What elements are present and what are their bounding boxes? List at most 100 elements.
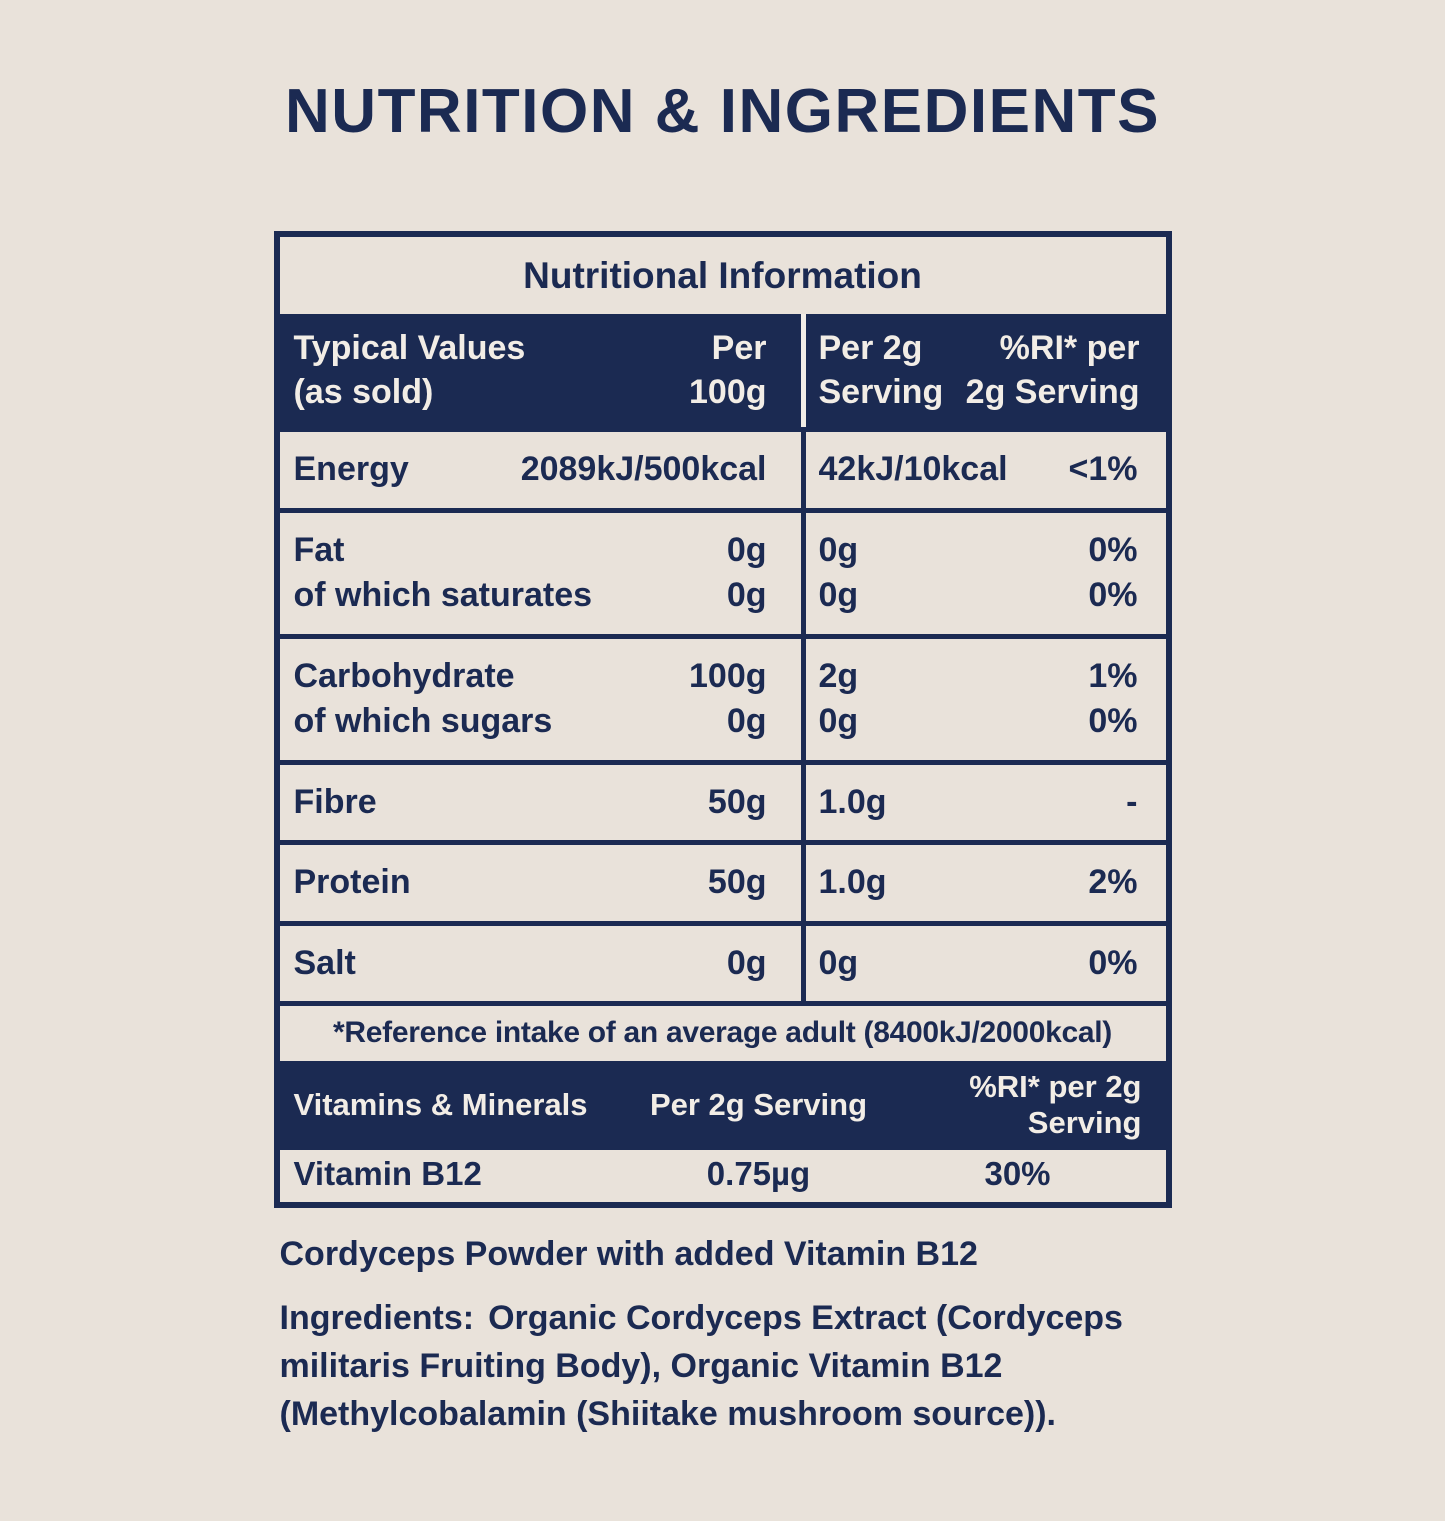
value-per-100g: 50g	[708, 860, 767, 906]
vitamins-header-title: Vitamins & Minerals	[293, 1087, 588, 1123]
table-row-fibre: Fibre 50g 1.0g -	[279, 759, 1166, 841]
table-title: Nutritional Information	[523, 255, 922, 296]
table-row-energy: Energy 2089kJ/500kcal 42kJ/10kcal <1%	[279, 427, 1166, 508]
value-per-100g-line: 0g	[726, 943, 767, 982]
header-left-cell: Typical Values (as sold) Per 100g	[280, 314, 801, 427]
value-per-100g-line: 50g	[707, 863, 767, 902]
row-right-cell: 2g 0g 1% 0%	[800, 638, 1166, 760]
row-left-cell: Energy 2089kJ/500kcal	[280, 432, 801, 508]
header-ri-per-2g: %RI* per 2g Serving	[966, 327, 1140, 414]
table-row-carbohydrate: Carbohydrate of which sugars 100g 0g 2g …	[279, 633, 1166, 760]
row-right-cell: 42kJ/10kcal <1%	[800, 432, 1166, 508]
row-left-cell: Fibre 50g	[280, 765, 801, 841]
row-left-cell: Fat of which saturates 0g 0g	[280, 513, 801, 634]
nutrition-table: Nutritional Information Typical Values (…	[273, 231, 1172, 1209]
value-ri-line: 0%	[1088, 702, 1138, 741]
reference-intake-footnote: *Reference intake of an average adult (8…	[279, 1001, 1166, 1061]
value-ri: <1%	[1069, 447, 1138, 493]
value-per-2g-line: 1.0g	[818, 782, 887, 821]
value-ri: 0% 0%	[1088, 528, 1137, 619]
value-per-2g: 1.0g	[819, 860, 887, 906]
vitamins-header-row: Vitamins & Minerals Per 2g Serving %RI* …	[279, 1061, 1166, 1151]
row-right-cell: 0g 0%	[800, 925, 1166, 1002]
value-ri: 1% 0%	[1088, 654, 1137, 745]
row-right-cell: 1.0g 2%	[800, 845, 1166, 921]
header-per-2g-line2: Serving	[818, 372, 944, 411]
ingredients-paragraph: Ingredients: Organic Cordyceps Extract (C…	[280, 1294, 1172, 1439]
vitamins-header-ri: %RI* per 2g Serving	[969, 1069, 1142, 1141]
value-per-100g-line: 100g	[689, 656, 767, 695]
header-typical-values-line1: Typical Values	[293, 329, 526, 367]
value-ri-line: 0%	[1088, 530, 1138, 569]
vitamin-per-2g-value: 0.75µg	[706, 1155, 811, 1193]
value-per-100g-line: 0g	[726, 530, 767, 569]
product-name-line: Cordyceps Powder with added Vitamin B12	[279, 1235, 978, 1274]
value-per-100g: 2089kJ/500kcal	[521, 447, 767, 493]
table-header-row: Typical Values (as sold) Per 100g Per 2g…	[279, 314, 1166, 428]
nutrient-label: Fibre	[294, 780, 377, 826]
value-per-2g: 42kJ/10kcal	[819, 447, 1008, 493]
value-per-100g: 100g 0g	[689, 654, 767, 745]
value-per-2g: 0g 0g	[819, 528, 859, 619]
header-ri-line1: %RI* per	[999, 329, 1140, 367]
nutrient-label: Salt	[294, 941, 356, 987]
value-ri-line: 0%	[1088, 576, 1138, 615]
nutrient-label: Fat of which saturates	[294, 528, 593, 619]
value-per-2g-line: 0g	[818, 943, 859, 982]
table-row-protein: Protein 50g 1.0g 2%	[279, 840, 1166, 921]
nutrient-label: Carbohydrate of which sugars	[294, 654, 553, 745]
value-per-100g-line: 2089kJ/500kcal	[520, 450, 767, 489]
value-per-2g-line: 2g	[818, 656, 859, 695]
nutrient-label-line: Fibre	[293, 782, 377, 821]
row-left-cell: Salt 0g	[280, 926, 801, 1002]
vitamin-b12-row: Vitamin B12 0.75µg 30%	[280, 1150, 1166, 1202]
value-per-100g-line: 50g	[707, 782, 767, 821]
header-ri-line2: 2g Serving	[965, 372, 1140, 411]
header-right-cell: Per 2g Serving %RI* per 2g Serving	[800, 314, 1166, 428]
header-per-2g-serving: Per 2g Serving	[819, 327, 944, 414]
nutrient-label-line: Protein	[293, 863, 411, 902]
value-per-2g: 1.0g	[819, 780, 887, 826]
vitamin-ri-value: 30%	[984, 1155, 1051, 1193]
value-per-100g: 0g 0g	[727, 528, 767, 619]
header-typical-values-line2: (as sold)	[293, 372, 434, 411]
value-per-2g: 2g 0g	[819, 654, 859, 745]
value-ri-line: -	[1126, 782, 1138, 821]
nutrient-label: Protein	[294, 860, 411, 906]
nutrient-sublabel-line: of which sugars	[293, 702, 553, 741]
value-per-100g-line: 0g	[726, 576, 767, 615]
vitamin-name: Vitamin B12	[293, 1155, 482, 1193]
table-row-fat: Fat of which saturates 0g 0g 0g 0g 0% 0%	[279, 507, 1166, 634]
product-description: Cordyceps Powder with added Vitamin B12 …	[274, 1230, 1172, 1438]
value-ri-line: 0%	[1088, 943, 1138, 982]
nutrient-label-line: Salt	[293, 943, 356, 982]
value-per-2g-line: 42kJ/10kcal	[818, 450, 1008, 489]
nutrient-label-line: Fat	[293, 530, 345, 569]
value-ri-line: <1%	[1068, 450, 1138, 489]
row-left-cell: Carbohydrate of which sugars 100g 0g	[280, 639, 801, 760]
value-per-2g: 0g	[819, 941, 859, 987]
value-per-2g-line: 0g	[818, 530, 859, 569]
nutrient-label-line: Energy	[293, 450, 409, 489]
ingredients-text: Organic Cordyceps Extract (Cordyceps mil…	[279, 1298, 1123, 1434]
row-right-cell: 0g 0g 0% 0%	[800, 512, 1166, 634]
header-per-100g-line1: Per	[711, 329, 767, 367]
value-ri: 2%	[1088, 860, 1137, 906]
header-per-2g-line1: Per 2g	[818, 329, 923, 367]
nutrient-label: Energy	[294, 447, 409, 493]
value-per-2g-line: 1.0g	[818, 863, 887, 902]
value-per-100g: 0g	[727, 941, 767, 987]
header-per-100g: Per 100g	[689, 327, 767, 414]
value-ri: 0%	[1088, 941, 1137, 987]
value-per-2g-line: 0g	[818, 702, 859, 741]
ingredients-label: Ingredients:	[279, 1298, 475, 1337]
nutrient-label-line: Carbohydrate	[293, 656, 515, 695]
value-ri-line: 1%	[1088, 656, 1138, 695]
value-ri: -	[1126, 780, 1137, 826]
value-per-100g: 50g	[708, 780, 767, 826]
header-per-100g-line2: 100g	[689, 372, 767, 411]
table-row-salt: Salt 0g 0g 0%	[279, 920, 1166, 1002]
vitamins-header-per-2g: Per 2g Serving	[649, 1087, 868, 1123]
nutrient-sublabel-line: of which saturates	[293, 576, 593, 615]
row-left-cell: Protein 50g	[280, 845, 801, 921]
